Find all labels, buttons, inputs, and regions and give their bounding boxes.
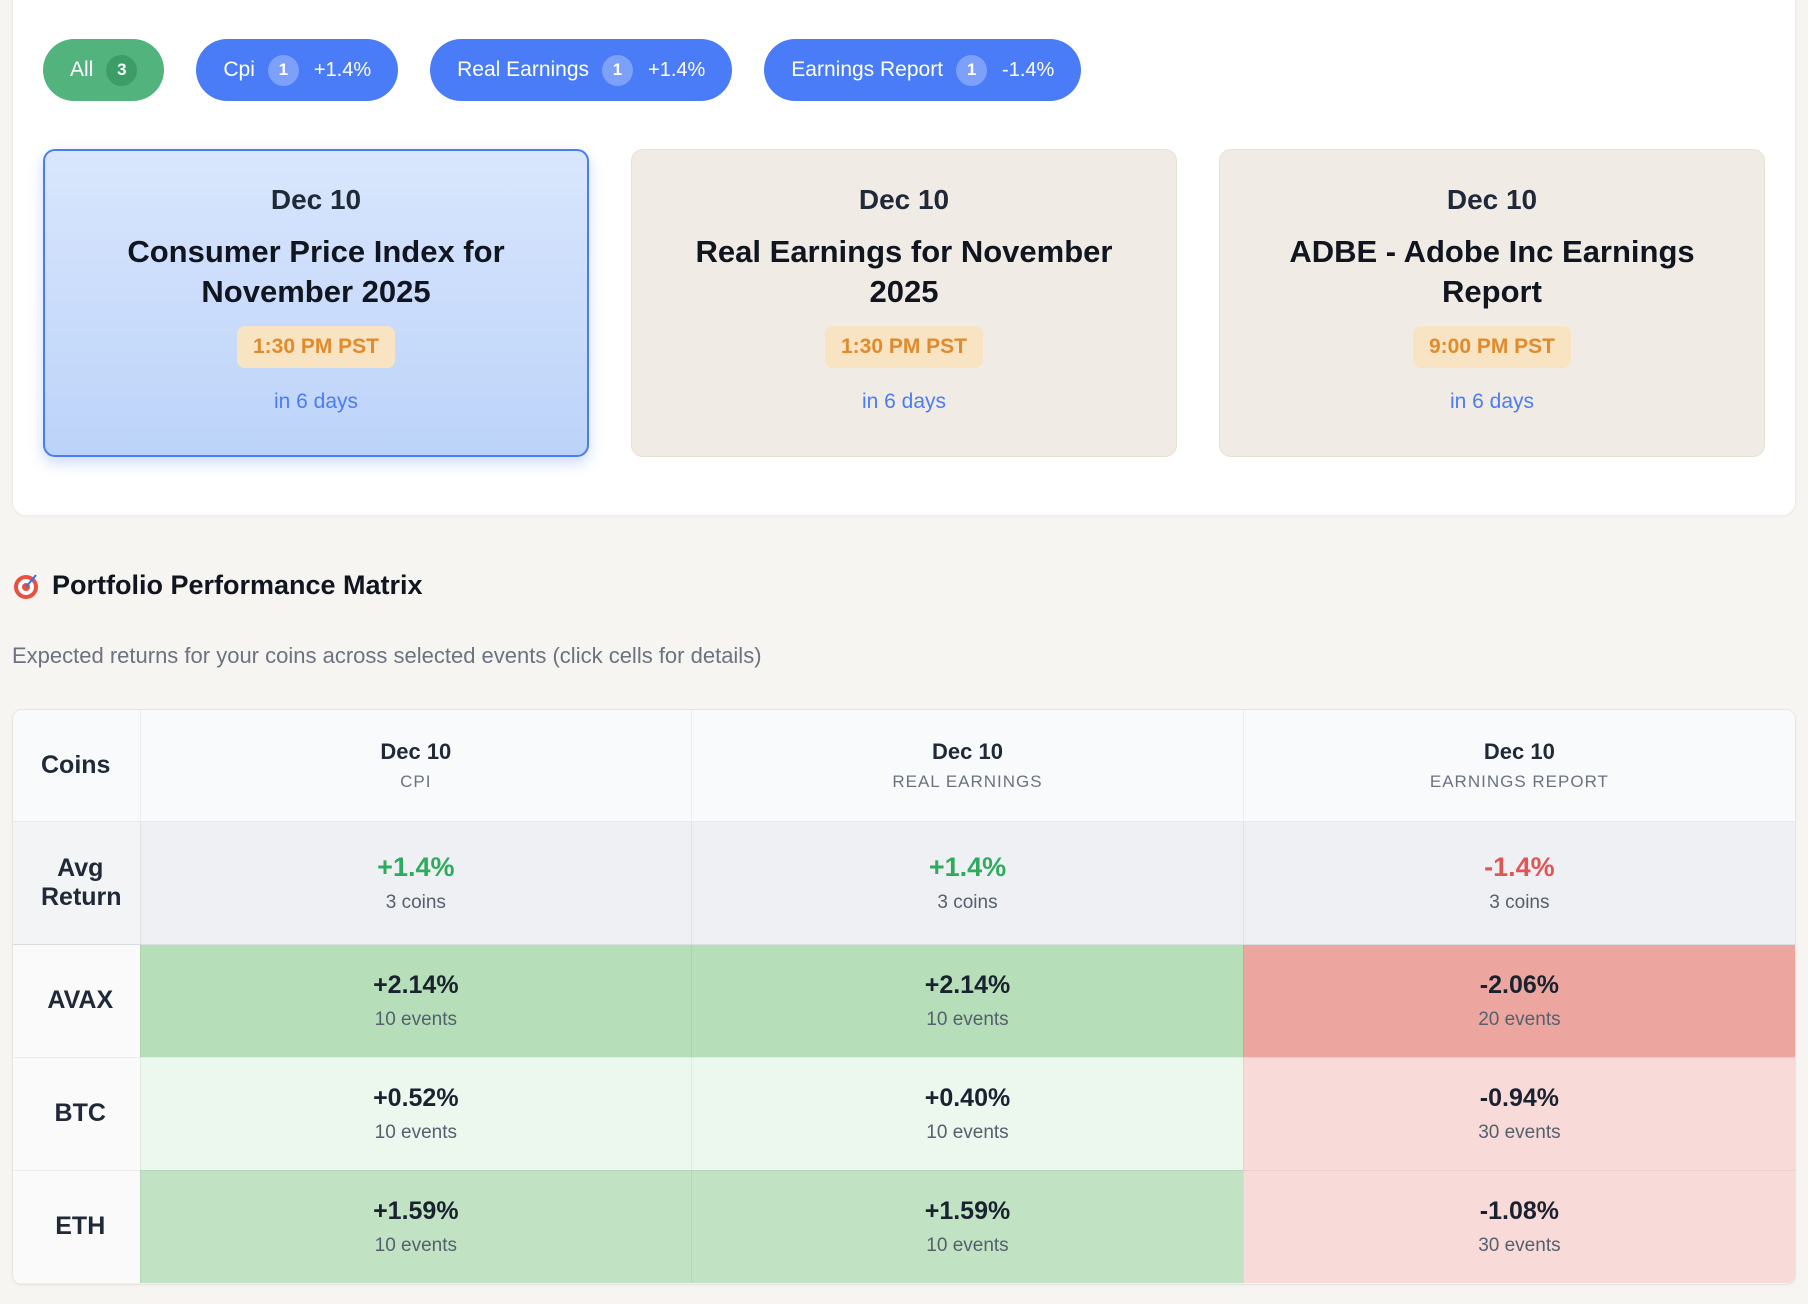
- cell-sub: 10 events: [926, 1008, 1009, 1030]
- column-date: Dec 10: [380, 738, 452, 764]
- coins-header: Coins: [13, 710, 140, 822]
- cell-value: -2.06%: [1479, 970, 1560, 999]
- filter-pill-real-earnings[interactable]: Real Earnings 1 +1.4%: [430, 39, 733, 101]
- event-card-earnings-report[interactable]: Dec 10 ADBE - Adobe Inc Earnings Report …: [1219, 149, 1765, 457]
- avg-sub: 3 coins: [1489, 891, 1550, 913]
- cell-value: +2.14%: [924, 970, 1011, 999]
- avg-cell: -1.4% 3 coins: [1242, 821, 1795, 945]
- matrix-cell[interactable]: +2.14% 10 events: [691, 944, 1244, 1058]
- cell-sub: 10 events: [374, 1008, 458, 1030]
- coin-row-eth: ETH +1.59% 10 events +1.59% 10 events -1…: [13, 1170, 1795, 1284]
- filter-delta: -1.4%: [1002, 58, 1055, 81]
- avg-sub: 3 coins: [937, 891, 998, 913]
- event-card-cpi[interactable]: Dec 10 Consumer Price Index for November…: [43, 149, 589, 457]
- event-countdown: in 6 days: [273, 390, 359, 413]
- event-card-real-earnings[interactable]: Dec 10 Real Earnings for November 2025 1…: [631, 149, 1177, 457]
- event-date: Dec 10: [270, 184, 362, 215]
- event-date: Dec 10: [1446, 184, 1538, 215]
- event-date: Dec 10: [858, 184, 950, 215]
- event-countdown: in 6 days: [861, 390, 947, 413]
- column-header-earnings-report: Dec 10 EARNINGS REPORT: [1242, 710, 1795, 822]
- filter-count-badge: 1: [267, 54, 299, 86]
- column-header-cpi: Dec 10 CPI: [139, 710, 692, 822]
- event-time-badge: 1:30 PM PST: [824, 326, 984, 368]
- filter-delta: +1.4%: [313, 58, 372, 81]
- events-panel: All 3 Cpi 1 +1.4% Real Earnings 1 +1.4% …: [12, 0, 1796, 516]
- column-date: Dec 10: [932, 738, 1003, 764]
- column-header-real-earnings: Dec 10 REAL EARNINGS: [691, 710, 1244, 822]
- avg-value: +1.4%: [377, 851, 455, 882]
- matrix-cell[interactable]: +0.52% 10 events: [139, 1057, 692, 1171]
- matrix-cell[interactable]: +2.14% 10 events: [139, 944, 692, 1058]
- cell-sub: 10 events: [374, 1234, 458, 1256]
- filter-label: Real Earnings: [457, 58, 590, 81]
- filter-pill-earnings-report[interactable]: Earnings Report 1 -1.4%: [764, 39, 1082, 101]
- cell-value: -0.94%: [1479, 1083, 1560, 1112]
- event-card-list: Dec 10 Consumer Price Index for November…: [43, 149, 1765, 457]
- cell-sub: 30 events: [1478, 1121, 1561, 1143]
- avg-value: -1.4%: [1484, 851, 1555, 882]
- cell-value: -1.08%: [1479, 1196, 1560, 1225]
- cell-value: +0.40%: [924, 1083, 1011, 1112]
- cell-sub: 20 events: [1478, 1008, 1561, 1030]
- matrix-title: Portfolio Performance Matrix: [52, 570, 423, 600]
- coin-label: BTC: [13, 1057, 140, 1171]
- matrix-cell[interactable]: -2.06% 20 events: [1242, 944, 1795, 1058]
- matrix-cell[interactable]: +1.59% 10 events: [139, 1170, 692, 1284]
- event-title: Real Earnings for November 2025: [695, 234, 1113, 309]
- matrix-subtitle: Expected returns for your coins across s…: [12, 643, 762, 668]
- cell-sub: 10 events: [374, 1121, 458, 1143]
- cell-sub: 10 events: [926, 1121, 1009, 1143]
- event-time-badge: 9:00 PM PST: [1412, 326, 1572, 368]
- filter-label: All: [70, 58, 94, 81]
- cell-sub: 30 events: [1478, 1234, 1561, 1256]
- matrix-cell[interactable]: +1.59% 10 events: [691, 1170, 1244, 1284]
- filter-count-badge: 1: [956, 54, 988, 86]
- avg-return-label: Avg Return: [13, 821, 140, 945]
- cell-value: +1.59%: [924, 1196, 1011, 1225]
- filter-delta: +1.4%: [648, 58, 706, 81]
- cell-sub: 10 events: [926, 1234, 1009, 1256]
- cell-value: +2.14%: [373, 970, 459, 999]
- filter-pill-cpi[interactable]: Cpi 1 +1.4%: [196, 39, 399, 101]
- filter-label: Cpi: [223, 58, 255, 81]
- matrix-cell[interactable]: +0.40% 10 events: [691, 1057, 1244, 1171]
- event-time-badge: 1:30 PM PST: [236, 326, 396, 368]
- filter-pill-all[interactable]: All 3: [43, 39, 165, 101]
- avg-value: +1.4%: [928, 851, 1007, 882]
- matrix-cell[interactable]: -0.94% 30 events: [1242, 1057, 1795, 1171]
- event-countdown: in 6 days: [1449, 390, 1535, 413]
- filter-count-badge: 3: [106, 54, 138, 86]
- cell-value: +0.52%: [373, 1083, 459, 1112]
- column-date: Dec 10: [1483, 738, 1555, 764]
- avg-sub: 3 coins: [385, 891, 446, 913]
- coin-row-btc: BTC +0.52% 10 events +0.40% 10 events -0…: [13, 1057, 1795, 1171]
- coin-label: ETH: [13, 1170, 140, 1284]
- filter-count-badge: 1: [602, 54, 634, 86]
- performance-matrix-table: Coins Dec 10 CPI Dec 10 REAL EARNINGS De…: [12, 709, 1796, 1285]
- avg-cell: +1.4% 3 coins: [139, 821, 692, 945]
- avg-cell: +1.4% 3 coins: [691, 821, 1244, 945]
- avg-return-row: Avg Return +1.4% 3 coins +1.4% 3 coins -…: [13, 821, 1795, 945]
- column-name: REAL EARNINGS: [892, 771, 1043, 791]
- performance-matrix-heading: Portfolio Performance Matrix: [12, 570, 1796, 601]
- filter-label: Earnings Report: [791, 58, 944, 81]
- column-name: CPI: [400, 771, 432, 791]
- target-icon: [14, 573, 38, 599]
- column-name: EARNINGS REPORT: [1429, 771, 1609, 791]
- matrix-cell[interactable]: -1.08% 30 events: [1242, 1170, 1795, 1284]
- event-filter-bar: All 3 Cpi 1 +1.4% Real Earnings 1 +1.4% …: [43, 39, 1765, 101]
- coin-row-avax: AVAX +2.14% 10 events +2.14% 10 events -…: [13, 944, 1795, 1058]
- event-title: Consumer Price Index for November 2025: [127, 234, 505, 309]
- coin-label: AVAX: [13, 944, 140, 1058]
- cell-value: +1.59%: [373, 1196, 459, 1225]
- event-title: ADBE - Adobe Inc Earnings Report: [1289, 234, 1695, 309]
